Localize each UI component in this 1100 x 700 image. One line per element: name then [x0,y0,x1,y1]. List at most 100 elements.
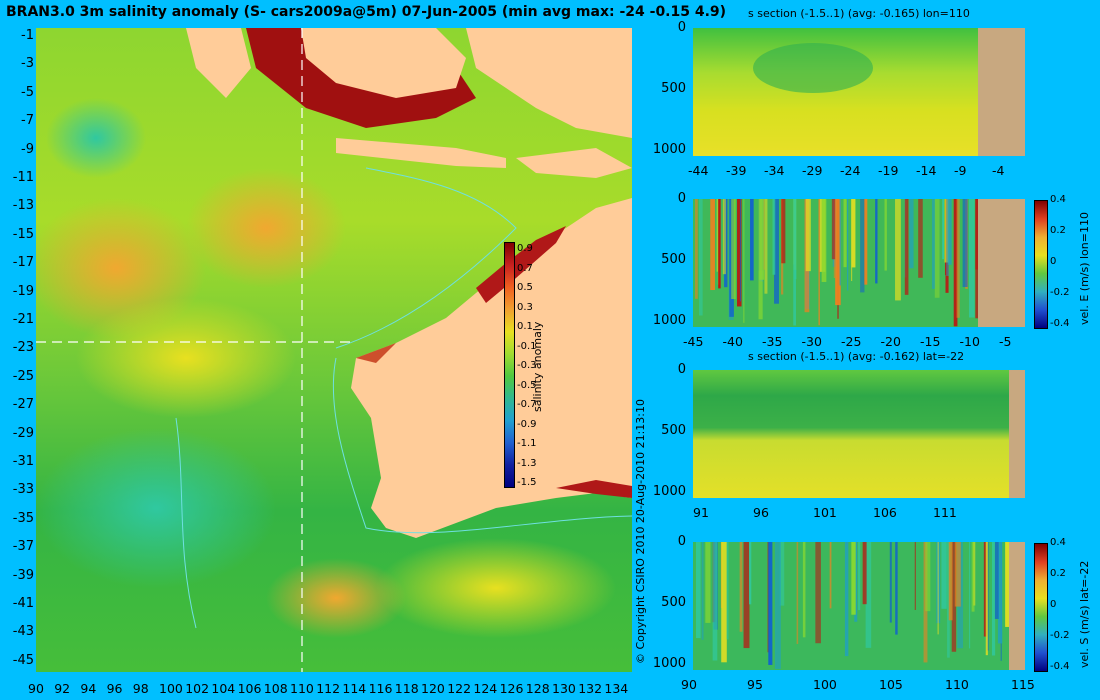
map-y-tick: -37 [12,539,34,555]
map-y-tick: -27 [12,397,34,413]
salinity-colorbar-tick: -1.3 [517,457,537,469]
map-x-tick: 92 [54,681,71,696]
panel1-x-tick: -4 [992,163,1005,178]
map-x-tick: 114 [342,681,367,696]
panel1-x-tick: -9 [954,163,967,178]
main-title: BRAN3.0 3m salinity anomaly (S- cars2009… [6,4,727,20]
map-y-tick: -23 [12,340,34,356]
panel1-x-tick: -24 [840,163,861,178]
panel3-x-tick: 91 [693,505,709,520]
map-y-tick: -11 [12,170,34,185]
panel4-colorbar-tick: -0.2 [1050,630,1070,641]
map-x-tick: 98 [132,681,149,696]
panel2-x-tick: -10 [959,334,980,349]
panel2-x-tick: -15 [920,334,941,349]
map-y-tick: -35 [12,510,34,526]
vel-e-colorbar-label: vel. E (m/s) lon=110 [1078,212,1091,325]
panel3-salinity-section-lat [693,370,1025,498]
panel1-y-tick: 500 [661,81,686,96]
map-x-tick: 128 [525,681,550,696]
salinity-colorbar-tick: -0.7 [517,399,537,410]
salinity-colorbar-tick: 0.5 [517,282,533,293]
panel3-title: s section (-1.5..1) (avg: -0.162) lat=-2… [748,350,965,363]
panel1-x-tick: -44 [688,163,709,178]
panel4-x-tick: 105 [879,677,903,692]
map-y-tick: -7 [21,113,34,129]
map-x-tick: 94 [80,681,97,696]
panel2-y-tick: 0 [677,191,686,206]
panel3-x-tick: 106 [873,505,897,520]
panel3-y-tick: 0 [677,362,686,377]
panel4-x-tick: 110 [945,677,969,692]
map-x-tick: 112 [316,681,341,696]
panel3-x-tick: 96 [753,505,769,520]
panel4-x-tick: 90 [681,677,697,692]
map-y-tick: -17 [12,255,34,271]
salinity-colorbar-tick: -1.1 [517,438,537,449]
panel1-x-tick: -29 [802,163,823,178]
panel1-title: s section (-1.5..1) (avg: -0.165) lon=11… [748,7,970,20]
salinity-colorbar-tick: -0.5 [517,379,537,391]
panel1-salinity-section-lon [693,28,1025,156]
panel2-colorbar-tick: 0.4 [1050,194,1066,205]
salinity-colorbar-tick: -0.1 [517,340,537,352]
map-x-tick: 90 [28,681,44,696]
map-y-tick: -41 [12,596,34,611]
panel3-y-tick: 500 [661,423,686,438]
map-y-tick: -31 [12,454,34,469]
panel4-colorbar-tick: 0.2 [1050,568,1066,579]
map-x-tick: 106 [237,681,262,696]
salinity-map [36,28,632,672]
panel4-y-tick: 500 [661,595,686,610]
panel4-velocity-south-lat [693,542,1025,670]
panel2-colorbar-tick: 0.2 [1050,225,1066,236]
panel2-x-tick: -40 [722,334,743,349]
panel2-x-tick: -5 [999,334,1012,349]
map-x-tick: 102 [185,681,210,696]
panel4-y-tick: 1000 [652,656,686,671]
vel-e-colorbar [1034,200,1048,329]
panel4-x-tick: 100 [813,677,837,692]
map-x-tick: 134 [604,681,629,696]
panel2-colorbar-tick: -0.2 [1050,287,1070,298]
map-x-tick: 96 [106,681,123,696]
map-x-tick: 108 [263,681,288,696]
panel2-x-tick: -45 [683,334,704,349]
panel1-y-tick: 0 [677,20,686,35]
map-y-tick: -13 [12,198,34,214]
panel2-y-tick: 1000 [652,313,686,328]
panel2-colorbar-tick: 0 [1050,256,1057,267]
salinity-colorbar [504,242,515,488]
panel1-x-tick: -19 [878,163,899,178]
panel2-y-tick: 500 [661,252,686,267]
salinity-colorbar-tick: 0.7 [517,262,533,274]
map-y-tick: -45 [12,652,34,668]
salinity-colorbar-tick: 0.1 [517,321,533,332]
map-x-tick: 104 [211,681,236,696]
map-x-tick: 116 [368,681,393,696]
panel4-colorbar-tick: -0.4 [1050,661,1070,672]
map-y-tick: -3 [21,56,34,72]
panel1-y-tick: 1000 [652,142,686,157]
panel2-x-tick: -20 [880,334,901,349]
map-y-tick: -5 [21,84,34,100]
salinity-colorbar-tick: 0.3 [517,301,533,313]
map-x-tick: 100 [159,681,183,696]
panel2-x-tick: -25 [841,334,862,349]
panel4-y-tick: 0 [677,534,686,549]
map-x-tick: 122 [447,681,472,696]
map-y-tick: -33 [12,482,34,498]
map-x-tick: 132 [578,681,603,696]
map-x-tick: 124 [473,681,498,696]
map-x-tick: 120 [421,681,445,696]
map-y-tick: -1 [21,28,34,43]
panel3-x-tick: 101 [813,505,837,520]
panel2-velocity-east-lon [693,199,1025,327]
map-x-tick: 130 [552,681,576,696]
vel-s-colorbar-label: vel. S (m/s) lat=-22 [1078,560,1091,668]
copyright: © Copyright CSIRO 2010 20-Aug-2010 21:13… [634,398,647,664]
map-y-tick: -15 [12,226,34,242]
panel3-x-tick: 111 [933,505,957,520]
map-y-tick: -9 [21,141,34,157]
vel-s-colorbar [1034,543,1048,672]
